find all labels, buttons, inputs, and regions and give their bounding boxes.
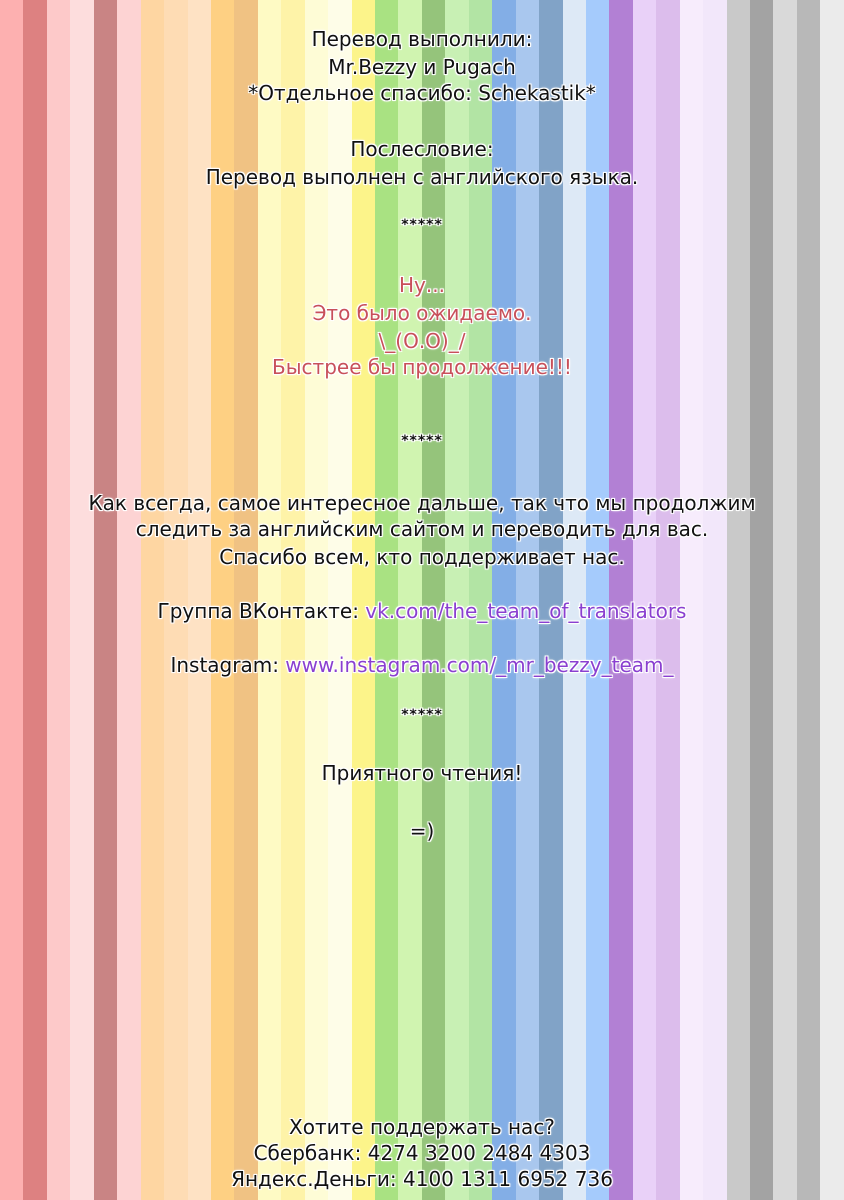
stripe: [796, 0, 821, 1200]
vk-link[interactable]: vk.com/the_team_of_translators: [365, 599, 687, 623]
message-line-3: Спасибо всем, кто поддерживает нас.: [219, 545, 625, 569]
separator: *****: [401, 217, 443, 233]
special-thanks: *Отдельное спасибо: Schekastik*: [248, 81, 596, 105]
stripe: [585, 0, 610, 1200]
stripe: [210, 0, 235, 1200]
stripe: [656, 0, 680, 1200]
stripe: [23, 0, 47, 1200]
stripe: [750, 0, 774, 1200]
stripe: [421, 0, 446, 1200]
stripe: [632, 0, 657, 1200]
stripe: [234, 0, 258, 1200]
stripe: [70, 0, 94, 1200]
stripe: [703, 0, 727, 1200]
stripe: [726, 0, 750, 1200]
translator-names: Mr.Bezzy и Pugach: [328, 55, 516, 79]
vk-label: Группа ВКонтакте:: [157, 599, 366, 623]
separator: *****: [401, 707, 443, 723]
support-heading: Хотите поддержать нас?: [289, 1115, 555, 1139]
stripe: [93, 0, 118, 1200]
instagram-label: Instagram:: [170, 653, 286, 677]
stripe: [468, 0, 493, 1200]
stripe: [515, 0, 540, 1200]
smile-emoticon: =): [409, 819, 435, 843]
yandex-money-wallet: Яндекс.Деньги: 4100 1311 6952 736: [231, 1167, 613, 1191]
stripe: [187, 0, 211, 1200]
stripe: [351, 0, 375, 1200]
message-line-2: следить за английским сайтом и переводит…: [135, 517, 709, 541]
stripe: [492, 0, 516, 1200]
stripe: [140, 0, 165, 1200]
stripe: [164, 0, 188, 1200]
stripe: [609, 0, 633, 1200]
comment-line-1: Ну...: [399, 273, 445, 297]
stripe: [539, 0, 563, 1200]
stripe: [375, 0, 399, 1200]
credits-heading: Перевод выполнили:: [311, 27, 533, 51]
instagram-link[interactable]: www.instagram.com/_mr_bezzy_team_: [285, 653, 674, 677]
stripe: [281, 0, 305, 1200]
stripe: [773, 0, 797, 1200]
message-line-1: Как всегда, самое интересное дальше, так…: [88, 491, 756, 515]
stripe: [562, 0, 586, 1200]
stripe: [679, 0, 704, 1200]
comment-line-2: Это было ожидаемо.: [312, 301, 532, 325]
afterword-heading: Послесловие:: [350, 137, 494, 161]
instagram-line: Instagram: www.instagram.com/_mr_bezzy_t…: [0, 652, 844, 678]
stripe: [328, 0, 352, 1200]
stripe: [820, 0, 844, 1200]
sberbank-card: Сбербанк: 4274 3200 2484 4303: [253, 1141, 591, 1165]
separator: *****: [401, 433, 443, 449]
stripe: [445, 0, 469, 1200]
comment-line-4: Быстрее бы продолжение!!!: [272, 355, 572, 379]
reading-wish: Приятного чтения!: [321, 761, 523, 785]
stripe: [304, 0, 329, 1200]
comment-line-3: \_(О.О)_/: [378, 329, 466, 353]
stripe: [398, 0, 422, 1200]
stripe: [257, 0, 282, 1200]
stripe: [117, 0, 141, 1200]
vk-line: Группа ВКонтакте: vk.com/the_team_of_tra…: [0, 598, 844, 624]
stripe: [0, 0, 24, 1200]
afterword-text: Перевод выполнен с английского языка.: [205, 165, 639, 189]
stripe: [46, 0, 71, 1200]
